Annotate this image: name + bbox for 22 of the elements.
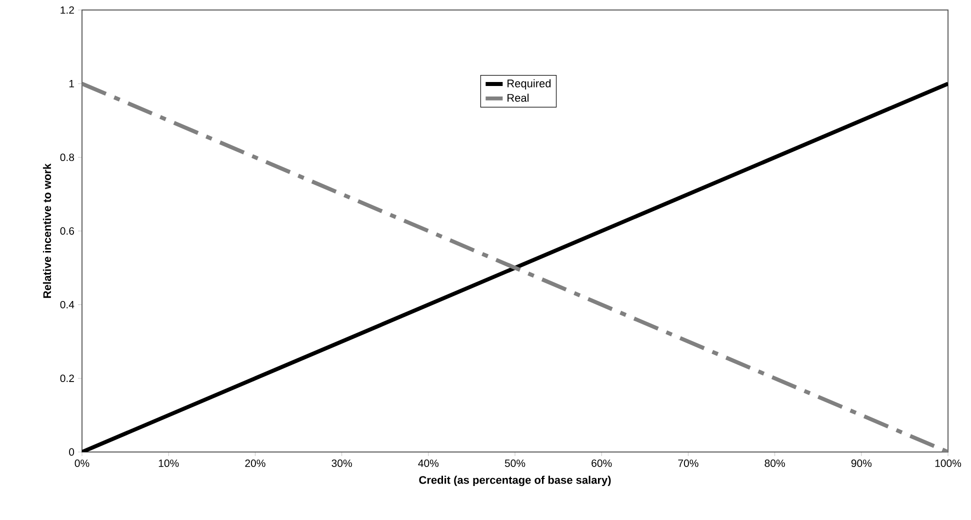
x-axis-title: Credit (as percentage of base salary) (419, 476, 611, 486)
y-tick-label: 1.2 (60, 6, 74, 14)
y-tick-label: 0 (69, 448, 74, 456)
x-tick-label: 30% (332, 460, 352, 467)
legend-label: Real (508, 94, 529, 102)
x-tick-label: 90% (851, 460, 872, 467)
x-tick-label: 50% (504, 460, 526, 467)
x-tick-label: 60% (592, 460, 612, 467)
x-tick-label: 70% (678, 460, 698, 467)
x-tick-label: 0% (74, 460, 90, 467)
y-tick-label: 0.6 (60, 227, 74, 235)
x-tick-label: 20% (245, 460, 266, 467)
x-tick-label: 10% (158, 460, 179, 467)
y-tick-label: 0.4 (60, 300, 74, 308)
y-axis-title: Relative incentive to work (42, 163, 52, 298)
x-tick-label: 40% (418, 460, 439, 467)
y-tick-label: 0.2 (60, 374, 74, 382)
x-tick-label: 80% (764, 460, 785, 467)
y-tick-label: 0.8 (60, 154, 74, 162)
y-tick-label: 1 (69, 80, 74, 88)
legend-label: Required (508, 79, 551, 90)
x-tick-label: 100% (935, 460, 962, 467)
